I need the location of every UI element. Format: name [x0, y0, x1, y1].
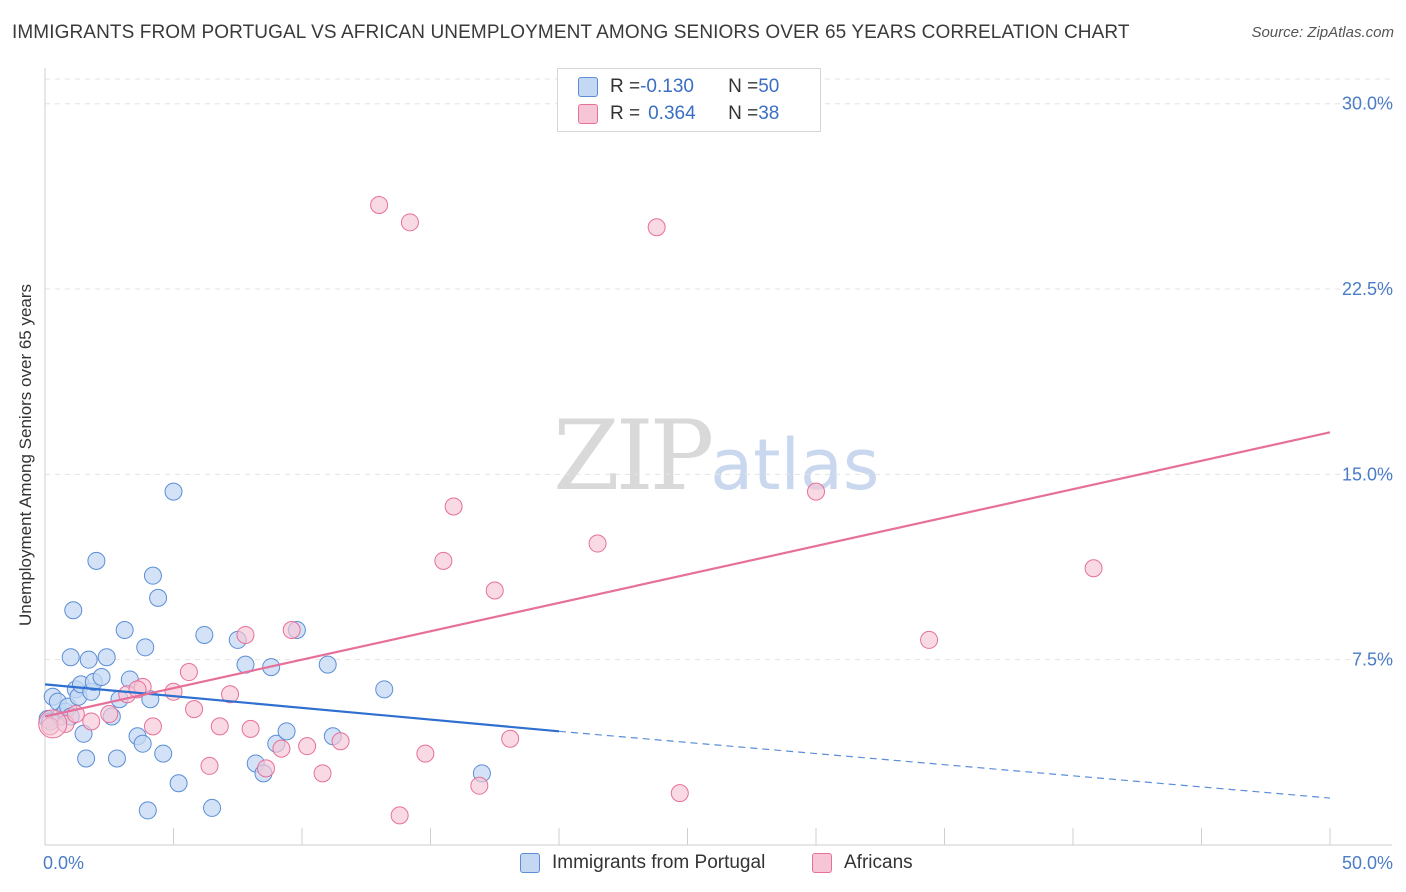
data-point-portugal — [87, 551, 106, 570]
data-point-africans — [143, 717, 162, 736]
data-point-africans — [416, 744, 435, 763]
data-point-africans — [1084, 559, 1103, 578]
data-point-africans — [236, 625, 255, 644]
data-point-africans — [257, 759, 276, 778]
x-tick-label-max: 50.0% — [1342, 853, 1393, 873]
data-point-africans — [313, 764, 332, 783]
data-point-portugal — [92, 667, 111, 686]
data-point-portugal — [138, 801, 157, 820]
data-point-africans — [272, 739, 291, 758]
bottom-legend-label-portugal: Immigrants from Portugal — [552, 852, 766, 873]
legend-r-value-portugal: -0.130 — [640, 76, 694, 97]
data-point-portugal — [115, 621, 134, 640]
data-point-portugal — [149, 588, 168, 607]
bottom-legend-swatch-portugal — [520, 853, 540, 873]
y-tick-label: 15.0% — [1342, 464, 1393, 484]
data-point-africans — [210, 717, 229, 736]
data-point-portugal — [77, 749, 96, 768]
data-point-africans — [434, 551, 453, 570]
data-point-africans — [647, 218, 666, 237]
data-point-portugal — [169, 774, 188, 793]
data-point-africans — [400, 213, 419, 232]
legend-swatch-portugal — [578, 77, 598, 97]
data-point-portugal — [143, 566, 162, 585]
chart-title: IMMIGRANTS FROM PORTUGAL VS AFRICAN UNEM… — [12, 22, 1130, 43]
trend-line-africans — [44, 431, 1331, 718]
data-point-portugal — [61, 648, 80, 667]
data-point-portugal — [164, 482, 183, 501]
tick-labels: 7.5% 15.0% 22.5% 30.0% 0.0% 50.0% — [43, 94, 1393, 873]
trend-line-portugal — [44, 683, 560, 733]
x-tick-label-min: 0.0% — [43, 853, 84, 873]
watermark: ZIPatlas — [553, 400, 879, 512]
watermark-atlas: atlas — [710, 424, 880, 506]
gridlines — [45, 78, 1392, 661]
data-point-portugal — [318, 655, 337, 674]
legend-r-value-africans: 0.364 — [648, 103, 696, 124]
data-point-africans — [100, 705, 119, 724]
data-point-africans — [370, 196, 389, 215]
data-point-africans — [920, 630, 939, 649]
legend-n-label: N = — [728, 76, 759, 97]
data-point-africans — [179, 663, 198, 682]
data-point-portugal — [107, 749, 126, 768]
bottom-legend-africans: Africans — [812, 852, 913, 874]
data-point-portugal — [203, 798, 222, 817]
bottom-legend-label-africans: Africans — [844, 852, 913, 873]
y-tick-label: 7.5% — [1352, 650, 1393, 670]
data-point-africans — [331, 732, 350, 751]
data-point-portugal — [79, 650, 98, 669]
data-point-portugal — [195, 625, 214, 644]
data-point-africans — [390, 806, 409, 825]
legend-swatch-africans — [578, 104, 598, 124]
data-point-portugal — [277, 722, 296, 741]
series-africans-points — [38, 196, 1103, 825]
data-point-portugal — [133, 734, 152, 753]
data-point-africans — [221, 685, 240, 704]
data-point-africans — [501, 729, 520, 748]
source-label: Source: ZipAtlas.com — [1251, 24, 1394, 41]
data-point-africans — [807, 482, 825, 501]
data-point-africans — [485, 581, 504, 600]
series-portugal-points — [38, 482, 491, 820]
data-point-portugal — [154, 744, 173, 763]
data-point-africans — [82, 712, 101, 731]
bottom-legend-portugal: Immigrants from Portugal — [520, 852, 765, 874]
trend-line-portugal-extension — [558, 730, 1331, 799]
data-point-africans — [588, 534, 607, 553]
data-point-africans — [470, 776, 489, 795]
legend-n-label: N = — [728, 103, 759, 124]
data-point-africans — [282, 621, 301, 640]
data-point-africans — [444, 497, 463, 516]
legend-n-value-portugal: 50 — [758, 76, 780, 97]
data-point-africans — [298, 737, 317, 756]
legend-row-africans: R = 0.364 N = 38 — [578, 102, 779, 126]
data-point-africans — [241, 719, 260, 738]
data-point-africans — [670, 784, 689, 803]
watermark-zip: ZIP — [553, 400, 714, 512]
legend-r-label: R = — [610, 76, 641, 97]
y-tick-label: 30.0% — [1342, 94, 1393, 114]
trend-lines — [44, 431, 1331, 799]
data-point-portugal — [375, 680, 394, 699]
legend-n-value-africans: 38 — [758, 103, 780, 124]
legend-r-label: R = — [610, 103, 641, 124]
data-point-africans — [200, 756, 219, 775]
bottom-legend-swatch-africans — [812, 853, 832, 873]
correlation-legend: R = -0.130 N = 50 R = 0.364 N = 38 — [557, 68, 821, 132]
data-point-portugal — [64, 601, 83, 620]
data-point-portugal — [97, 648, 116, 667]
data-point-portugal — [136, 638, 155, 657]
y-tick-label: 22.5% — [1342, 279, 1393, 299]
legend-row-portugal: R = -0.130 N = 50 — [578, 75, 779, 99]
data-point-africans — [185, 700, 204, 719]
